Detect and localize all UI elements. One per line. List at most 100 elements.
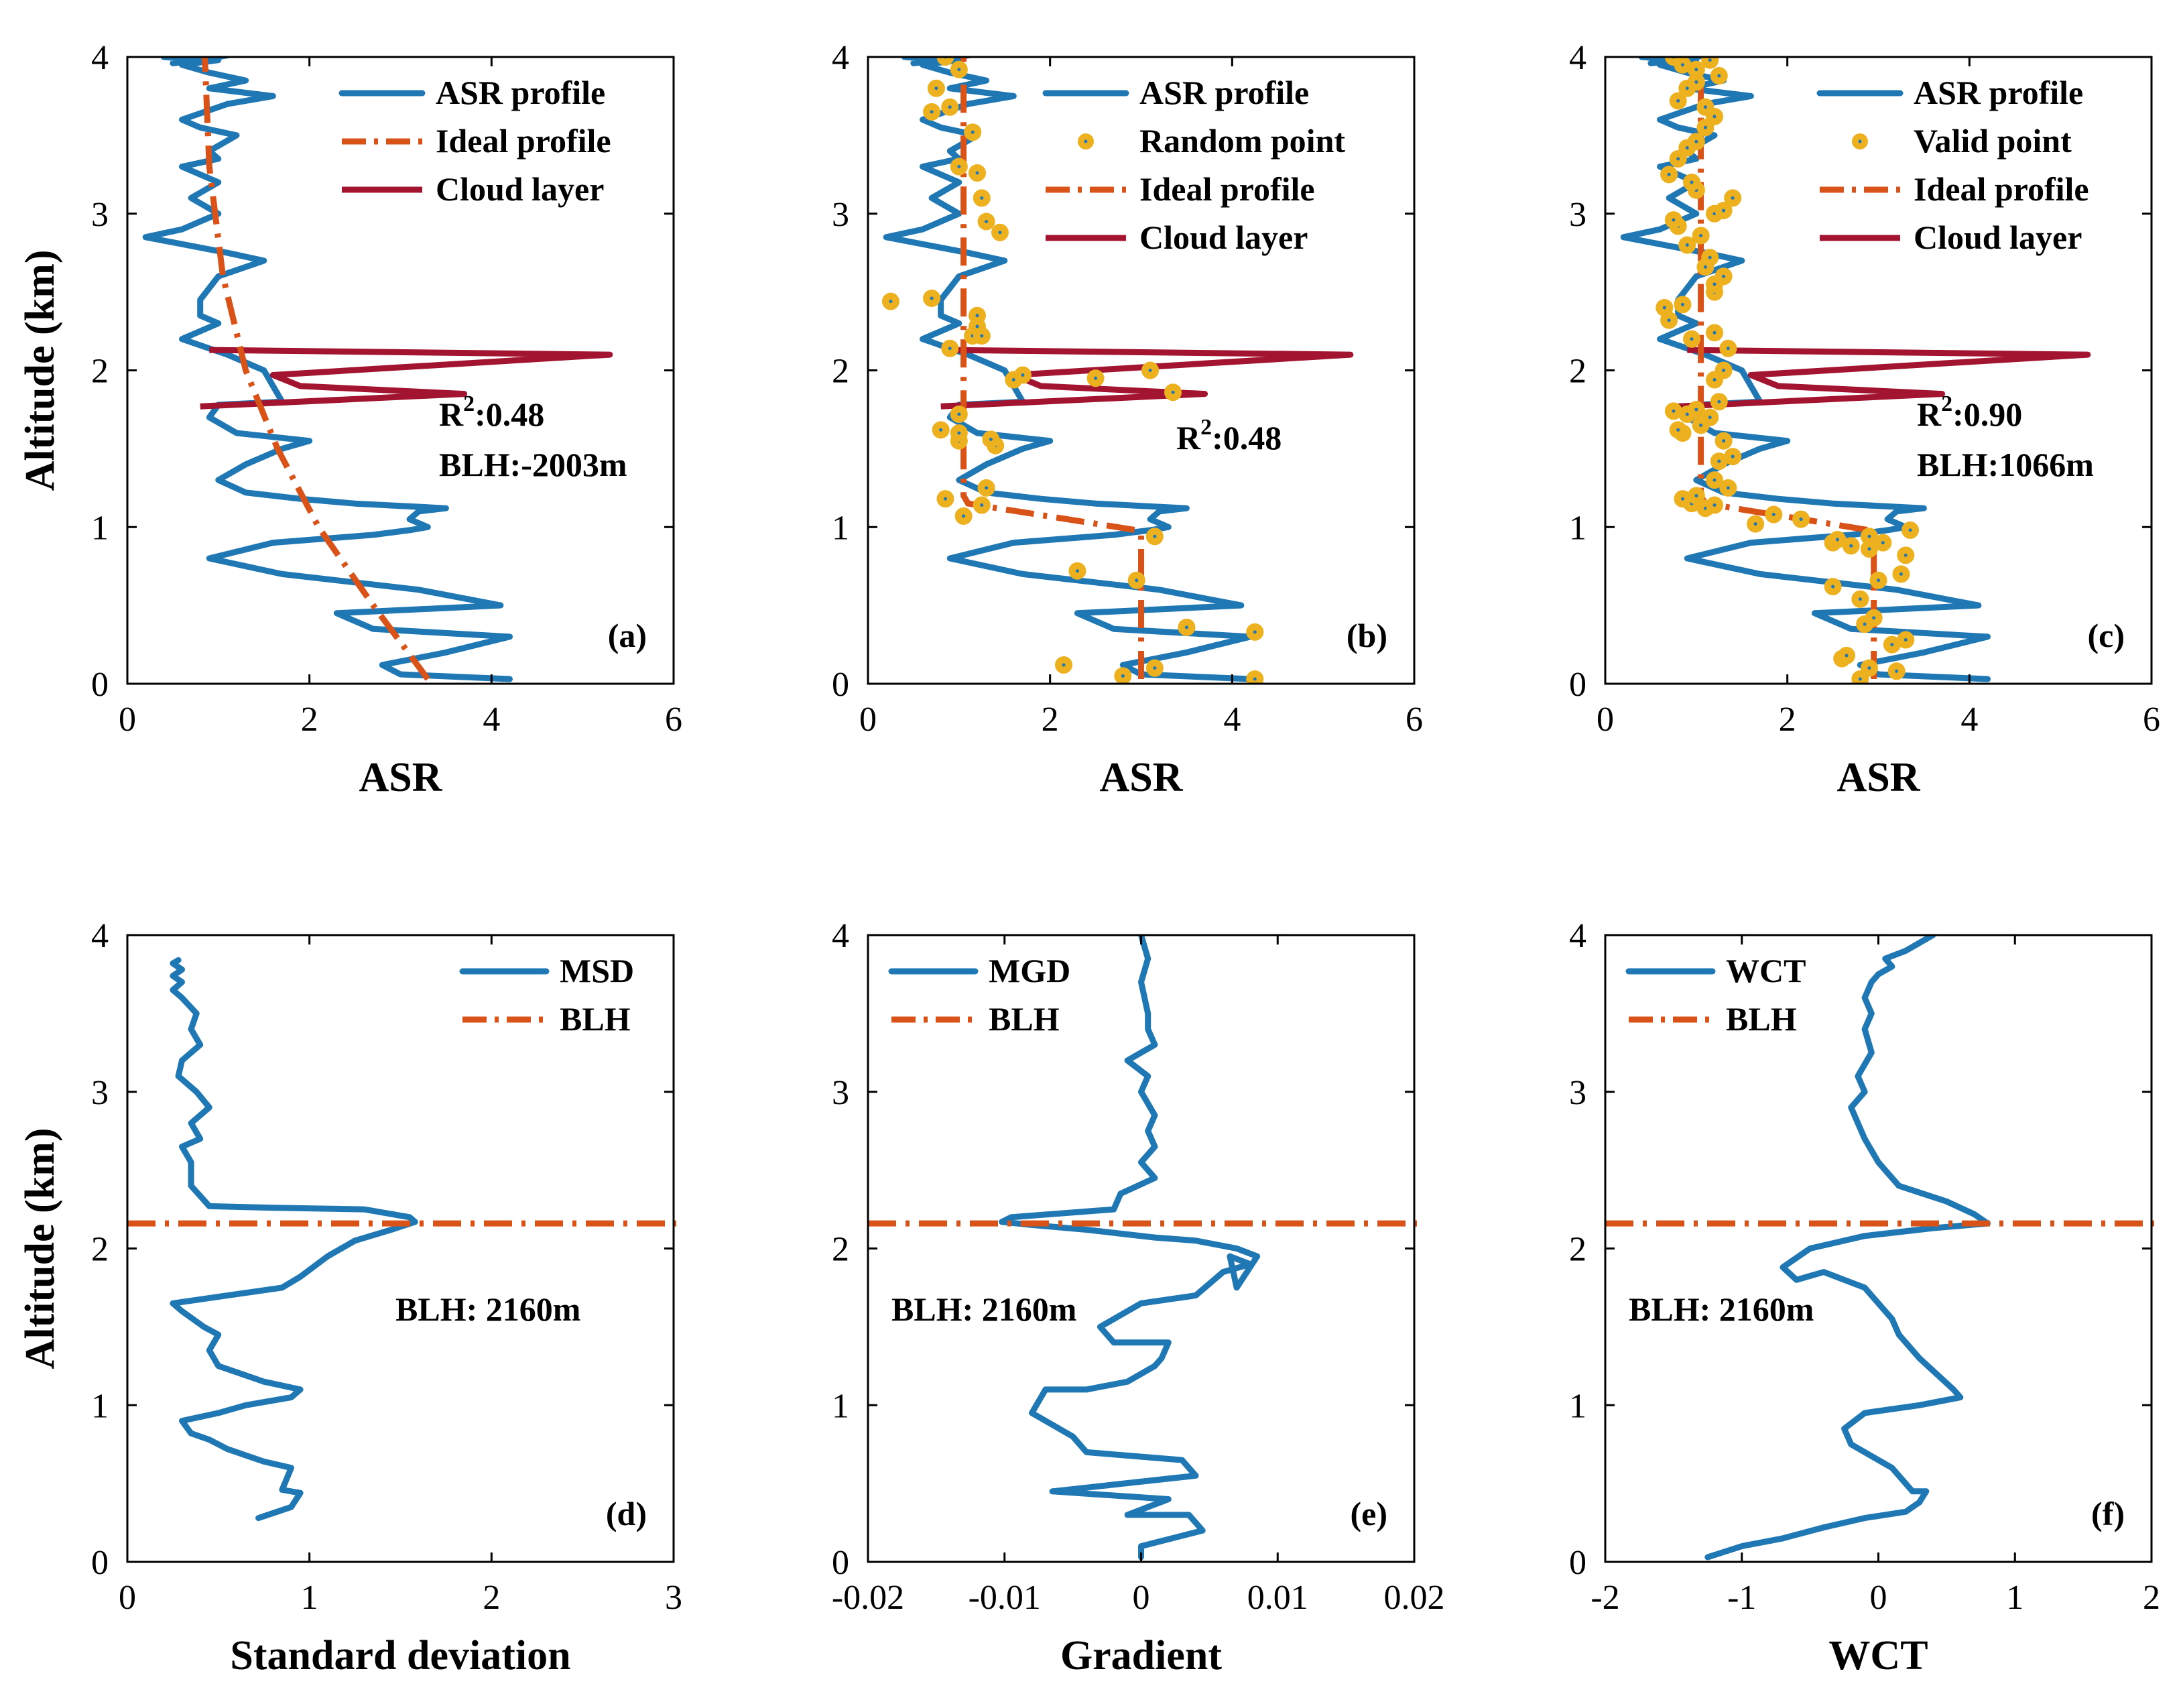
y-tick-label: 0 [91,666,109,704]
data-point-center [1863,622,1867,626]
r2-superscript: 2 [1941,391,1952,416]
x-tick-label: -2 [1591,1579,1619,1617]
x-tick-label: 0 [1870,1579,1887,1617]
data-point-center [1094,376,1098,380]
y-tick-label: 2 [1569,353,1586,391]
data-point-center [1726,486,1730,490]
x-tick-label: 0 [119,1579,136,1617]
data-point-center [975,324,979,328]
x-tick-label: 0 [1133,1579,1150,1617]
data-point-center [1712,115,1717,119]
y-tick-label: 1 [91,509,109,547]
legend-label: Cloud layer [1139,219,1308,256]
series-ideal-line [202,57,430,681]
data-point-center [1712,282,1717,286]
legend-label: Random point [1139,122,1345,160]
data-point-center [975,314,979,318]
data-point-center [1708,416,1712,420]
data-point-center [1703,105,1707,109]
data-point-center [1148,369,1152,372]
data-point-center [1662,306,1666,310]
series-ideal-line [960,57,1144,679]
data-point [936,57,954,66]
x-tick-label: 6 [1406,700,1423,739]
data-point-center [1722,274,1726,278]
legend-label: ASR profile [1914,74,2083,111]
panel-d: 0 1 2 3 0 1 2 3 4 Standard deviation Altitude (km)… [17,917,682,1679]
y-tick-label: 3 [91,1074,109,1112]
panel-label: (c) [2088,617,2125,654]
data-point [1701,57,1719,69]
data-point-center [1690,337,1694,341]
y-axis-label: Altitude (km) [17,250,63,491]
x-tick-label: 2 [483,1579,500,1617]
panel-c: 0 2 4 6 0 1 2 3 4 ASR (c) ASR profile Valid point Ide… [1569,39,2160,800]
y-tick-label: 1 [1569,1387,1586,1425]
data-point-center [1849,544,1853,548]
data-point-center [1699,233,1703,237]
data-point-center [1121,674,1125,678]
y-tick-label: 4 [832,917,849,955]
data-point [1664,57,1682,66]
data-point-center [1717,400,1721,404]
blh-annotation: BLH:-2003m [439,446,627,483]
data-point-center [1712,478,1717,482]
data-point-center [948,347,952,351]
r2-superscript: 2 [463,391,475,416]
data-point-center [957,431,961,435]
data-point-center [1062,663,1066,667]
data-point-center [980,503,984,507]
x-tick-label: 2 [301,700,318,739]
data-point-center [1831,585,1835,589]
data-point-center [1899,572,1903,576]
x-axis-label: WCT [1828,1633,1928,1679]
y-axis-label: Altitude (km) [17,1128,63,1369]
data-point-center [1021,373,1025,377]
r2-value: :0.48 [475,395,544,433]
r2-prefix: R [439,395,464,433]
x-tick-label: 0 [119,700,136,739]
legend-label: MGD [989,952,1070,989]
x-tick-label: 6 [665,700,682,739]
series-asr-line [142,57,513,682]
legend-marker-center [1858,139,1862,143]
y-tick-label: 0 [832,666,849,704]
panel-e: -0.02 -0.01 0 0.01 0.02 0 1 2 3 4 Gradient (e) MGD BL… [832,917,1445,1679]
y-tick-label: 1 [832,1387,849,1425]
data-point-center [1712,378,1717,382]
panel-label: (a) [608,617,647,654]
data-point-center [1676,99,1680,103]
y-tick-label: 0 [91,1544,109,1582]
y-tick-label: 2 [832,353,849,391]
data-point-center [1753,522,1757,526]
data-point-center [930,296,934,300]
data-point-center [1253,630,1257,634]
series-cloud-line [200,347,613,410]
data-point-center [1703,265,1707,269]
data-point-center [1881,541,1885,545]
data-point-center [939,428,943,432]
data-point-center [1171,390,1175,394]
y-tick-label: 2 [832,1231,849,1269]
panel-b: 0 2 4 6 0 1 2 3 4 ASR (b) ASR profile Random point Id… [832,39,1423,800]
blh-annotation: BLH: 2160m [1629,1290,1814,1328]
panel-a: 0 2 4 6 0 1 2 3 4 ASR Altitude (km) (a) ASR profile I… [17,39,682,800]
data-point-center [1011,378,1015,382]
x-tick-label: 4 [1223,700,1241,739]
data-point-center [1667,172,1671,176]
panel-label: (d) [606,1495,647,1532]
data-point-center [1835,538,1839,542]
data-point-center [980,196,984,200]
legend-label: WCT [1726,952,1806,989]
legend-label: Ideal profile [1139,170,1315,208]
data-point-center [1867,547,1871,551]
y-tick-label: 3 [91,196,109,234]
data-point-center [971,130,975,134]
x-axis-label: Standard deviation [230,1633,570,1679]
y-tick-label: 3 [832,1074,849,1112]
r2-prefix: R [1917,395,1942,433]
y-tick-label: 2 [91,353,109,391]
data-point-center [957,412,961,416]
data-point-center [1845,654,1849,658]
data-point-center [1699,423,1703,427]
